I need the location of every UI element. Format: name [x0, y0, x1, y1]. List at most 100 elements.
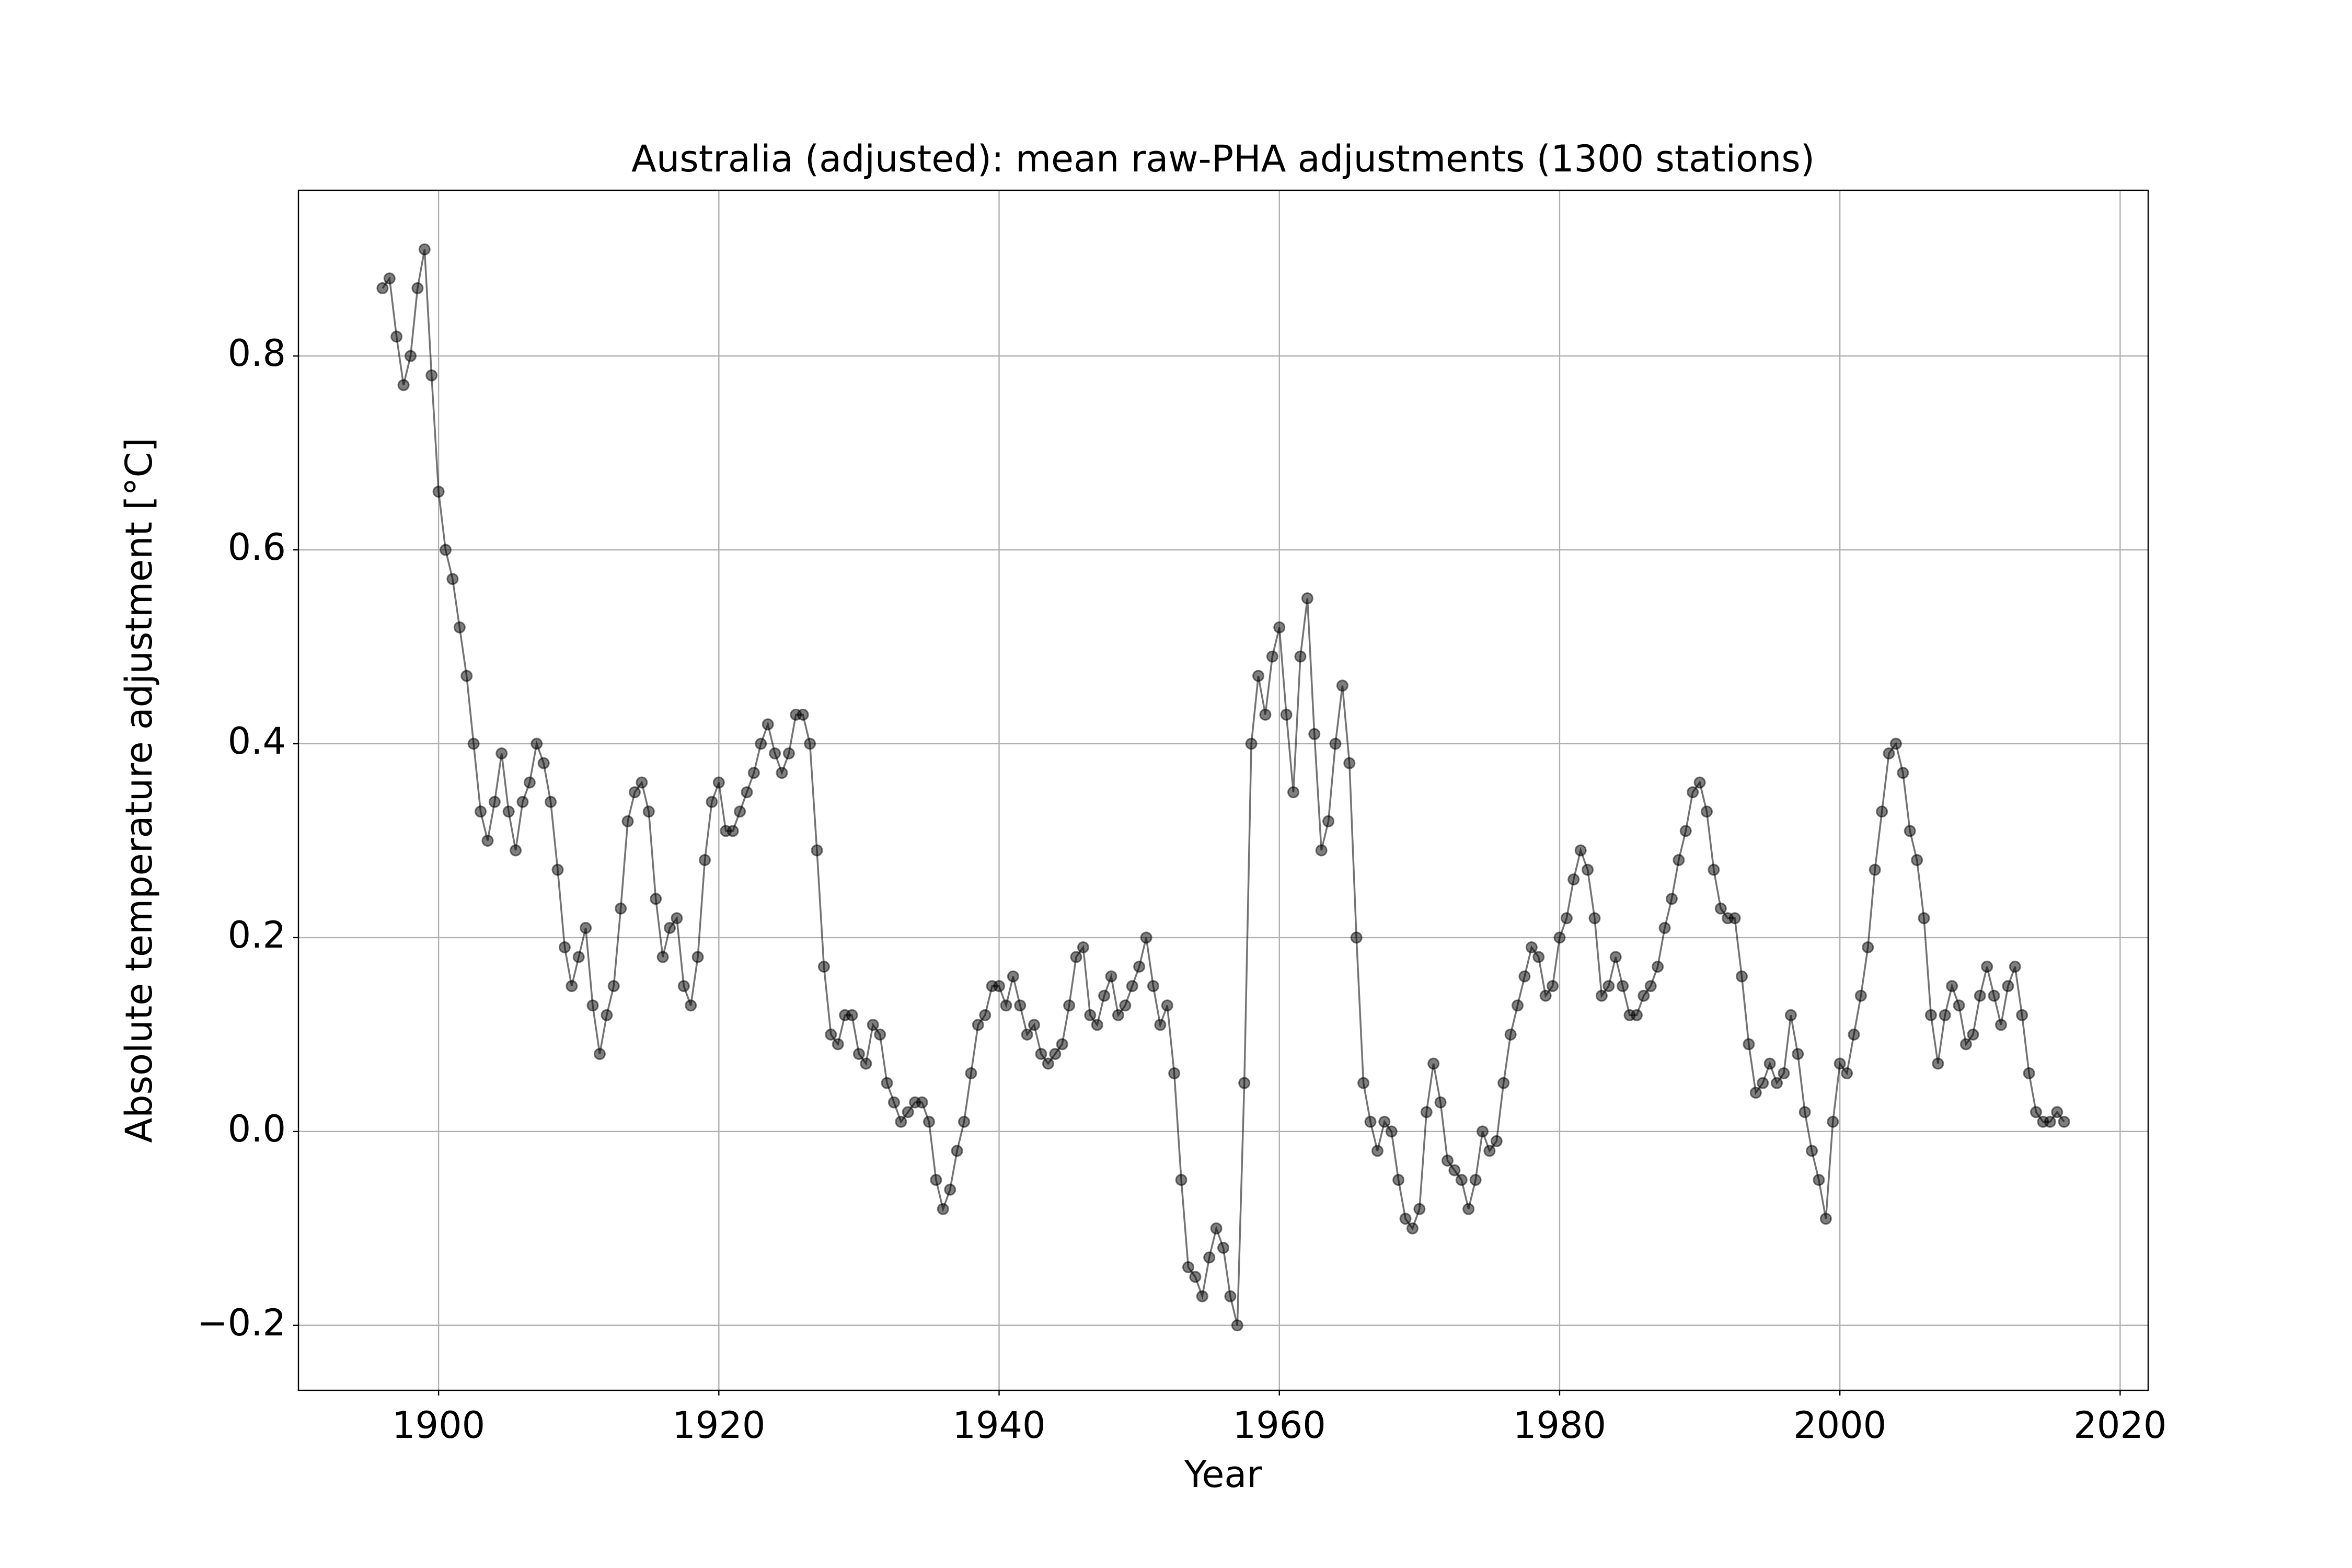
- data-point: [1301, 592, 1313, 605]
- data-point: [1946, 980, 1958, 993]
- data-point: [1806, 1145, 1818, 1157]
- data-point: [397, 379, 410, 391]
- data-point: [502, 805, 515, 818]
- data-point: [566, 980, 578, 993]
- data-point: [1784, 1009, 1797, 1021]
- data-point: [1834, 1057, 1846, 1070]
- data-point: [1413, 1203, 1426, 1215]
- data-point: [481, 834, 494, 847]
- data-point: [846, 1009, 858, 1021]
- data-point: [2002, 980, 2014, 993]
- data-point: [1652, 961, 1664, 973]
- data-point: [979, 1009, 991, 1021]
- data-point: [1455, 1174, 1468, 1186]
- data-point: [1904, 825, 1916, 837]
- x-tick-label: 2020: [2073, 1404, 2166, 1447]
- data-point: [1056, 1038, 1068, 1051]
- data-point: [495, 747, 508, 760]
- data-point: [2016, 1009, 2028, 1021]
- x-tick-label: 1980: [1513, 1404, 1606, 1447]
- data-point: [1364, 1115, 1377, 1128]
- data-point: [1007, 970, 1019, 983]
- data-point: [671, 912, 683, 925]
- data-point: [1336, 679, 1348, 692]
- data-point: [1848, 1028, 1860, 1041]
- data-point: [1693, 776, 1706, 789]
- data-point: [1371, 1145, 1383, 1157]
- data-point: [1708, 863, 1720, 876]
- data-point: [475, 805, 487, 818]
- data-point: [1644, 980, 1657, 993]
- data-point: [1294, 650, 1307, 663]
- data-point: [1154, 1019, 1167, 1031]
- data-point: [650, 893, 662, 905]
- data-point: [762, 718, 774, 731]
- data-point: [1638, 989, 1650, 1002]
- data-point: [1119, 999, 1132, 1012]
- data-point: [923, 1115, 935, 1128]
- data-point: [1308, 728, 1321, 740]
- data-point: [1392, 1174, 1405, 1186]
- data-point: [2058, 1115, 2070, 1128]
- data-point: [1070, 951, 1082, 963]
- data-point: [852, 1047, 865, 1060]
- data-point: [817, 961, 830, 973]
- data-point: [1147, 980, 1159, 993]
- data-point: [460, 670, 473, 682]
- y-tick-label: −0.2: [197, 1301, 286, 1344]
- data-point: [446, 573, 459, 585]
- data-point: [580, 921, 592, 934]
- data-point: [804, 737, 816, 750]
- data-point: [2023, 1067, 2035, 1080]
- data-point: [2051, 1106, 2063, 1119]
- data-point: [1385, 1125, 1398, 1138]
- data-point: [1175, 1174, 1187, 1186]
- data-point: [1743, 1038, 1755, 1051]
- x-tick-label: 2000: [1793, 1404, 1886, 1447]
- data-point: [1539, 989, 1552, 1002]
- data-point: [1105, 970, 1117, 983]
- data-point: [572, 951, 585, 963]
- data-point: [615, 902, 627, 915]
- data-point: [1238, 1077, 1251, 1089]
- data-point: [1280, 708, 1293, 721]
- data-point: [874, 1028, 886, 1041]
- data-point: [537, 757, 550, 769]
- data-point: [1630, 1009, 1643, 1021]
- data-point: [1203, 1251, 1216, 1264]
- data-point: [972, 1019, 984, 1031]
- data-point: [1889, 737, 1902, 750]
- data-point: [488, 795, 501, 808]
- data-point: [685, 999, 697, 1012]
- data-point: [1035, 1047, 1047, 1060]
- data-point: [1798, 1106, 1811, 1119]
- data-point: [656, 951, 669, 963]
- data-point: [1259, 708, 1272, 721]
- data-point: [1287, 786, 1300, 799]
- data-point: [1553, 931, 1566, 944]
- data-point: [769, 747, 781, 760]
- data-point: [1735, 970, 1748, 983]
- data-point: [776, 767, 788, 779]
- data-point: [1350, 931, 1363, 944]
- data-point: [1021, 1028, 1033, 1041]
- data-point: [523, 776, 536, 789]
- data-point: [467, 737, 480, 750]
- data-point: [1582, 863, 1594, 876]
- data-point: [1077, 941, 1089, 953]
- data-point: [1434, 1096, 1447, 1109]
- data-point: [1911, 854, 1923, 867]
- data-point: [1525, 941, 1538, 953]
- data-point: [902, 1106, 914, 1119]
- data-point: [1210, 1222, 1223, 1235]
- y-tick-label: 0.8: [228, 332, 286, 375]
- data-point: [930, 1174, 942, 1186]
- data-point: [1042, 1057, 1054, 1070]
- data-point: [1476, 1125, 1489, 1138]
- data-point: [1665, 893, 1678, 905]
- data-point: [1918, 912, 1930, 925]
- data-point: [1126, 980, 1138, 993]
- data-point: [1490, 1135, 1503, 1147]
- data-point: [944, 1183, 956, 1196]
